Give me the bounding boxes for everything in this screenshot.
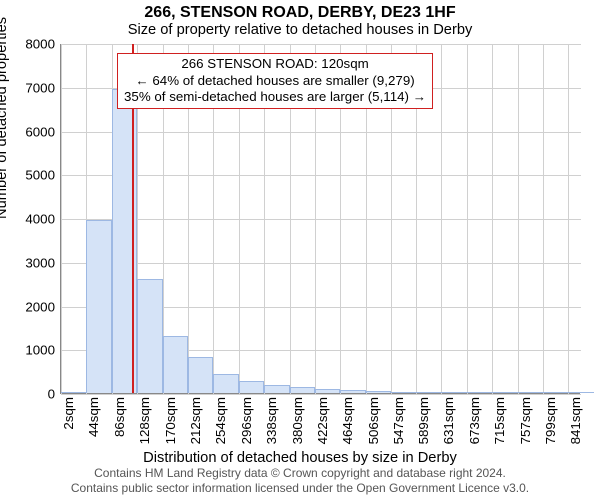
gridline-horizontal xyxy=(61,263,581,264)
x-tick-label: 506sqm xyxy=(366,397,381,444)
gridline-vertical xyxy=(441,44,442,394)
histogram-bar xyxy=(366,391,391,393)
x-tick-label: 464sqm xyxy=(340,397,355,444)
histogram-bar xyxy=(417,392,442,393)
x-tick-label: 715sqm xyxy=(492,397,507,444)
x-tick-label: 44sqm xyxy=(86,397,101,437)
gridline-vertical xyxy=(61,44,62,394)
gridline-horizontal xyxy=(61,175,581,176)
y-tick-label: 6000 xyxy=(25,124,55,139)
y-tick-label: 4000 xyxy=(25,212,55,227)
histogram-bar xyxy=(340,390,365,393)
gridline-vertical xyxy=(518,44,519,394)
histogram-bar xyxy=(239,381,264,393)
x-tick-label: 841sqm xyxy=(568,397,583,444)
histogram-bar xyxy=(137,279,162,393)
y-tick-label: 2000 xyxy=(25,299,55,314)
info-box-line1: 266 STENSON ROAD: 120sqm xyxy=(124,56,426,73)
x-tick-label: 212sqm xyxy=(188,397,203,444)
info-box-line3: 35% of semi-detached houses are larger (… xyxy=(124,89,426,106)
x-tick-label: 170sqm xyxy=(163,397,178,444)
gridline-horizontal xyxy=(61,44,581,45)
x-tick-label: 86sqm xyxy=(112,397,127,437)
y-tick-label: 5000 xyxy=(25,168,55,183)
histogram-bar xyxy=(442,392,467,393)
histogram-bar xyxy=(544,392,569,393)
y-tick-label: 1000 xyxy=(25,343,55,358)
histogram-bar xyxy=(86,220,111,393)
x-tick-label: 380sqm xyxy=(290,397,305,444)
x-tick-label: 422sqm xyxy=(315,397,330,444)
x-tick-label: 338sqm xyxy=(264,397,279,444)
info-box-line2: ← 64% of detached houses are smaller (9,… xyxy=(124,73,426,90)
y-tick-label: 7000 xyxy=(25,80,55,95)
credits: Contains HM Land Registry data © Crown c… xyxy=(0,466,600,496)
gridline-horizontal xyxy=(61,132,581,133)
histogram-bar xyxy=(391,392,416,393)
x-tick-label: 2sqm xyxy=(61,397,76,430)
x-tick-label: 799sqm xyxy=(543,397,558,444)
histogram-bar xyxy=(290,387,315,393)
y-tick-label: 0 xyxy=(48,387,55,402)
highlight-info-box: 266 STENSON ROAD: 120sqm ← 64% of detach… xyxy=(117,53,433,109)
histogram-bar xyxy=(213,374,238,393)
gridline-horizontal xyxy=(61,394,581,395)
chart-title-line2: Size of property relative to detached ho… xyxy=(0,22,600,38)
x-tick-label: 757sqm xyxy=(518,397,533,444)
histogram-bar xyxy=(467,392,492,393)
x-axis-label: Distribution of detached houses by size … xyxy=(0,450,600,466)
chart-title-line1: 266, STENSON ROAD, DERBY, DE23 1HF xyxy=(0,4,600,22)
histogram-bar xyxy=(188,357,213,393)
credits-line2: Contains public sector information licen… xyxy=(0,481,600,496)
histogram-bar xyxy=(315,389,340,393)
histogram-bar xyxy=(163,336,188,393)
x-tick-label: 673sqm xyxy=(467,397,482,444)
y-tick-label: 3000 xyxy=(25,255,55,270)
histogram-bar xyxy=(518,392,543,393)
gridline-horizontal xyxy=(61,219,581,220)
credits-line1: Contains HM Land Registry data © Crown c… xyxy=(0,466,600,481)
gridline-vertical xyxy=(568,44,569,394)
x-tick-label: 296sqm xyxy=(239,397,254,444)
y-tick-label: 8000 xyxy=(25,37,55,52)
gridline-vertical xyxy=(467,44,468,394)
x-tick-label: 631sqm xyxy=(441,397,456,444)
x-tick-label: 254sqm xyxy=(213,397,228,444)
histogram-bar xyxy=(61,392,86,393)
x-tick-label: 547sqm xyxy=(391,397,406,444)
gridline-vertical xyxy=(543,44,544,394)
histogram-bar xyxy=(493,392,518,393)
x-tick-label: 589sqm xyxy=(416,397,431,444)
x-tick-label: 128sqm xyxy=(137,397,152,444)
gridline-vertical xyxy=(492,44,493,394)
plot-area: 0100020003000400050006000700080002sqm44s… xyxy=(60,44,580,394)
y-axis-label: Number of detached properties xyxy=(0,17,10,219)
histogram-bar xyxy=(569,392,594,393)
histogram-bar xyxy=(264,385,289,393)
